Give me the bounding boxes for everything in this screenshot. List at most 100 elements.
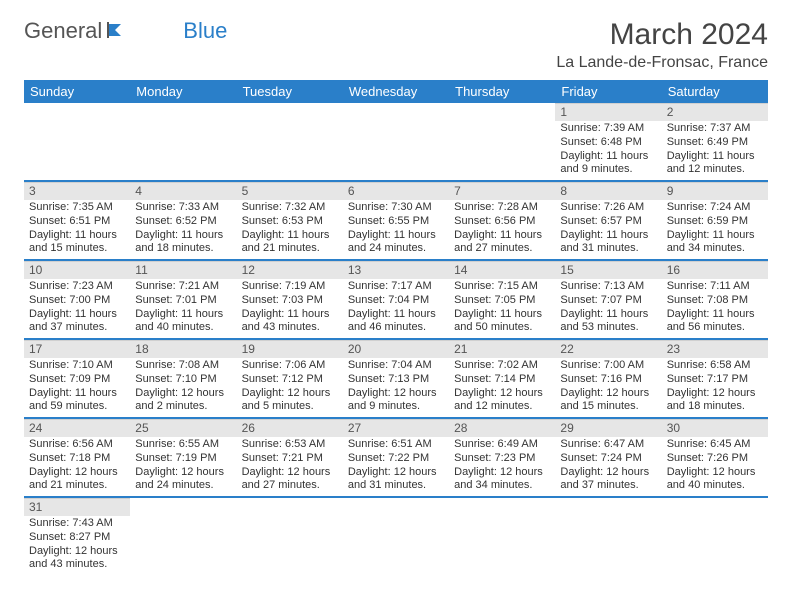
day-line: and 5 minutes. [242,400,338,414]
day-line: Sunrise: 7:13 AM [560,280,656,294]
day-content: Sunrise: 7:43 AMSunset: 8:27 PMDaylight:… [24,516,130,575]
day-line: Sunset: 7:12 PM [242,373,338,387]
day-content: Sunrise: 6:58 AMSunset: 7:17 PMDaylight:… [662,358,768,417]
day-cell: 11Sunrise: 7:21 AMSunset: 7:01 PMDayligh… [130,260,236,339]
day-cell: 15Sunrise: 7:13 AMSunset: 7:07 PMDayligh… [555,260,661,339]
day-number: 20 [343,340,449,358]
day-line: and 15 minutes. [29,242,125,256]
day-line: Sunset: 7:17 PM [667,373,763,387]
day-line: Sunrise: 6:45 AM [667,438,763,452]
day-line: and 40 minutes. [667,479,763,493]
day-line: Sunrise: 7:21 AM [135,280,231,294]
day-cell: 30Sunrise: 6:45 AMSunset: 7:26 PMDayligh… [662,418,768,497]
day-number: 4 [130,182,236,200]
day-cell: 16Sunrise: 7:11 AMSunset: 7:08 PMDayligh… [662,260,768,339]
day-number: 2 [662,103,768,121]
day-content: Sunrise: 7:19 AMSunset: 7:03 PMDaylight:… [237,279,343,338]
day-cell: 10Sunrise: 7:23 AMSunset: 7:00 PMDayligh… [24,260,130,339]
day-content: Sunrise: 7:04 AMSunset: 7:13 PMDaylight:… [343,358,449,417]
day-line: and 21 minutes. [242,242,338,256]
week-row: 24Sunrise: 6:56 AMSunset: 7:18 PMDayligh… [24,418,768,497]
day-line: Daylight: 11 hours [454,229,550,243]
day-line: Daylight: 12 hours [667,466,763,480]
day-cell: 25Sunrise: 6:55 AMSunset: 7:19 PMDayligh… [130,418,236,497]
day-cell [237,103,343,181]
day-content: Sunrise: 6:49 AMSunset: 7:23 PMDaylight:… [449,437,555,496]
day-content: Sunrise: 7:39 AMSunset: 6:48 PMDaylight:… [555,121,661,180]
day-header: Saturday [662,80,768,103]
day-cell [343,497,449,575]
logo: General Blue [24,18,227,44]
day-header-row: Sunday Monday Tuesday Wednesday Thursday… [24,80,768,103]
day-header: Thursday [449,80,555,103]
day-cell [24,103,130,181]
day-line: and 43 minutes. [242,321,338,335]
day-number: 27 [343,419,449,437]
day-cell: 1Sunrise: 7:39 AMSunset: 6:48 PMDaylight… [555,103,661,181]
day-line: Sunset: 7:16 PM [560,373,656,387]
day-line: Sunrise: 7:00 AM [560,359,656,373]
day-cell [343,103,449,181]
day-line: Sunset: 8:27 PM [29,531,125,545]
day-line: and 24 minutes. [348,242,444,256]
day-cell: 17Sunrise: 7:10 AMSunset: 7:09 PMDayligh… [24,339,130,418]
day-line: Sunset: 7:19 PM [135,452,231,466]
day-content: Sunrise: 7:32 AMSunset: 6:53 PMDaylight:… [237,200,343,259]
day-cell: 27Sunrise: 6:51 AMSunset: 7:22 PMDayligh… [343,418,449,497]
day-header: Monday [130,80,236,103]
day-line: and 2 minutes. [135,400,231,414]
day-line: Sunrise: 7:24 AM [667,201,763,215]
day-number: 23 [662,340,768,358]
day-line: and 34 minutes. [667,242,763,256]
day-line: Daylight: 12 hours [348,387,444,401]
day-line: Sunrise: 6:55 AM [135,438,231,452]
day-number: 29 [555,419,661,437]
day-line: Sunset: 7:10 PM [135,373,231,387]
day-line: Sunrise: 6:56 AM [29,438,125,452]
day-cell: 14Sunrise: 7:15 AMSunset: 7:05 PMDayligh… [449,260,555,339]
day-line: Sunset: 7:00 PM [29,294,125,308]
day-line: Daylight: 12 hours [454,387,550,401]
day-line: Sunrise: 7:06 AM [242,359,338,373]
day-line: Sunrise: 7:39 AM [560,122,656,136]
day-cell [449,103,555,181]
day-line: Sunrise: 7:19 AM [242,280,338,294]
day-line: Daylight: 12 hours [242,387,338,401]
day-line: and 15 minutes. [560,400,656,414]
day-cell [130,103,236,181]
day-line: and 12 minutes. [667,163,763,177]
day-line: Sunrise: 7:30 AM [348,201,444,215]
day-line: Sunrise: 7:26 AM [560,201,656,215]
day-number: 9 [662,182,768,200]
day-line: Daylight: 12 hours [348,466,444,480]
day-content: Sunrise: 7:37 AMSunset: 6:49 PMDaylight:… [662,121,768,180]
day-line: Sunset: 7:13 PM [348,373,444,387]
day-line: Sunset: 7:21 PM [242,452,338,466]
page-header: General Blue March 2024 La Lande-de-Fron… [24,18,768,72]
day-cell: 19Sunrise: 7:06 AMSunset: 7:12 PMDayligh… [237,339,343,418]
day-number: 8 [555,182,661,200]
day-line: Daylight: 11 hours [560,308,656,322]
day-number: 6 [343,182,449,200]
day-line: Sunset: 7:04 PM [348,294,444,308]
day-content: Sunrise: 7:13 AMSunset: 7:07 PMDaylight:… [555,279,661,338]
day-line: Sunrise: 6:49 AM [454,438,550,452]
day-number: 12 [237,261,343,279]
day-line: and 53 minutes. [560,321,656,335]
day-content: Sunrise: 7:24 AMSunset: 6:59 PMDaylight:… [662,200,768,259]
day-cell [449,497,555,575]
day-line: Daylight: 11 hours [560,150,656,164]
day-number: 15 [555,261,661,279]
day-number: 1 [555,103,661,121]
day-cell [555,497,661,575]
day-line: Sunrise: 7:08 AM [135,359,231,373]
day-cell [130,497,236,575]
day-line: and 24 minutes. [135,479,231,493]
flag-icon [107,18,129,44]
day-cell: 20Sunrise: 7:04 AMSunset: 7:13 PMDayligh… [343,339,449,418]
day-line: Daylight: 11 hours [29,387,125,401]
day-line: and 9 minutes. [348,400,444,414]
day-number: 13 [343,261,449,279]
day-cell: 23Sunrise: 6:58 AMSunset: 7:17 PMDayligh… [662,339,768,418]
day-content: Sunrise: 7:26 AMSunset: 6:57 PMDaylight:… [555,200,661,259]
